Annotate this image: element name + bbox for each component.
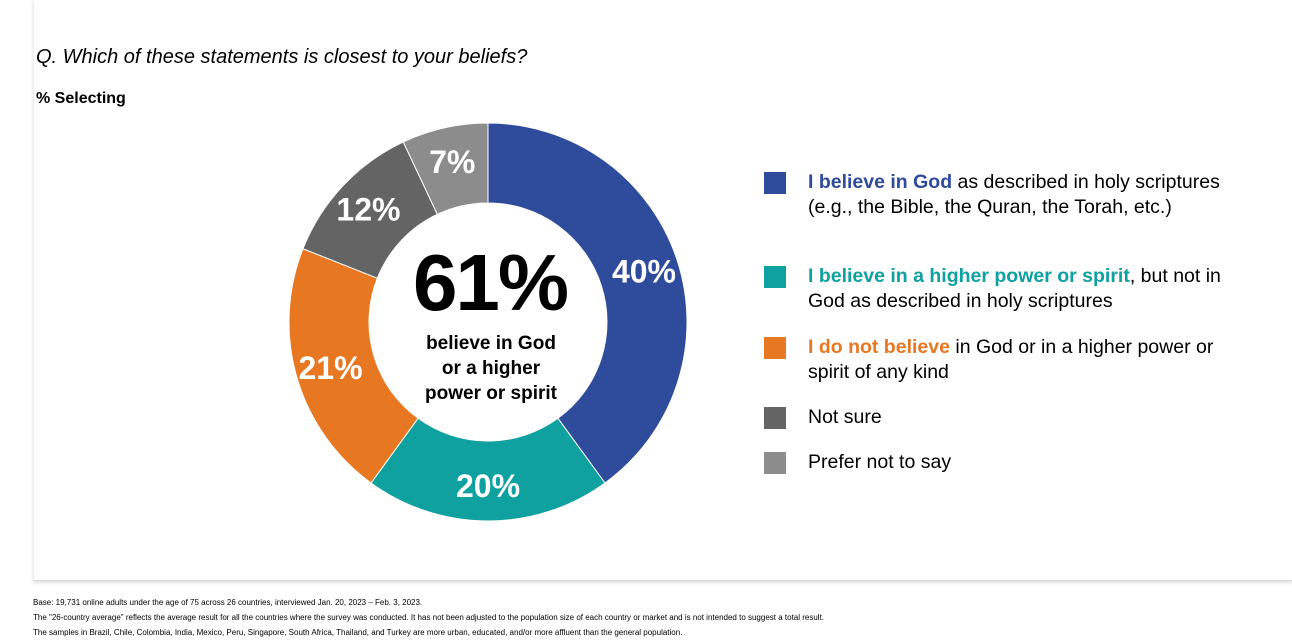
legend-rest: in God or in a higher power or spirit of…	[808, 336, 1214, 383]
footnotes: Base: 19,731 online adults under the age…	[33, 595, 824, 640]
legend-swatch	[764, 172, 786, 194]
center-caption-line: believe in God	[426, 333, 556, 354]
footnote-samples: The samples in Brazil, Chile, Colombia, …	[33, 628, 683, 637]
legend-rest: Prefer not to say	[808, 451, 952, 473]
donut-slice	[487, 122, 688, 484]
legend-swatch	[764, 407, 786, 429]
center-percentage: 61%	[412, 238, 569, 327]
legend-text: I do not believe in God or in a higher p…	[808, 335, 1238, 385]
footnote-base: Base: 19,731 online adults under the age…	[33, 598, 423, 607]
legend-text: Not sure	[808, 405, 1238, 430]
slice-label: 21%	[298, 350, 362, 386]
slice-label: 40%	[612, 253, 676, 289]
legend-highlight: I believe in a higher power or spirit	[808, 265, 1130, 287]
legend-highlight: I believe in God	[808, 171, 953, 193]
donut-slice	[288, 248, 419, 484]
center-caption-line: or a higher	[441, 358, 541, 379]
question-title: Q. Which of these statements is closest …	[36, 46, 528, 68]
center-caption-line: power or spirit	[425, 383, 557, 404]
legend-swatch	[764, 337, 786, 359]
legend-rest: , but not in God as described in holy sc…	[808, 265, 1221, 312]
donut-slice	[370, 417, 606, 522]
legend-text: I believe in a higher power or spirit, b…	[808, 264, 1238, 314]
slice-label: 20%	[456, 468, 520, 504]
legend-highlight: I do not believe	[808, 336, 950, 358]
legend-text: I believe in God as described in holy sc…	[808, 170, 1238, 220]
chart-subtitle: % Selecting	[36, 90, 126, 107]
center-caption: believe in God or a higher power or spir…	[400, 331, 582, 406]
footnote-average: The "26-country average" reflects the av…	[33, 613, 825, 622]
donut-chart: 40% 20% 21% 12% 7%	[288, 122, 688, 522]
legend-swatch	[764, 452, 786, 474]
legend-text: Prefer not to say	[808, 450, 1238, 475]
donut-slice	[402, 122, 489, 215]
slice-label: 7%	[429, 144, 475, 180]
slice-label: 12%	[336, 192, 400, 228]
legend-rest: as described in holy scriptures (e.g., t…	[808, 171, 1220, 218]
legend-rest: Not sure	[808, 406, 882, 428]
legend-swatch	[764, 266, 786, 288]
